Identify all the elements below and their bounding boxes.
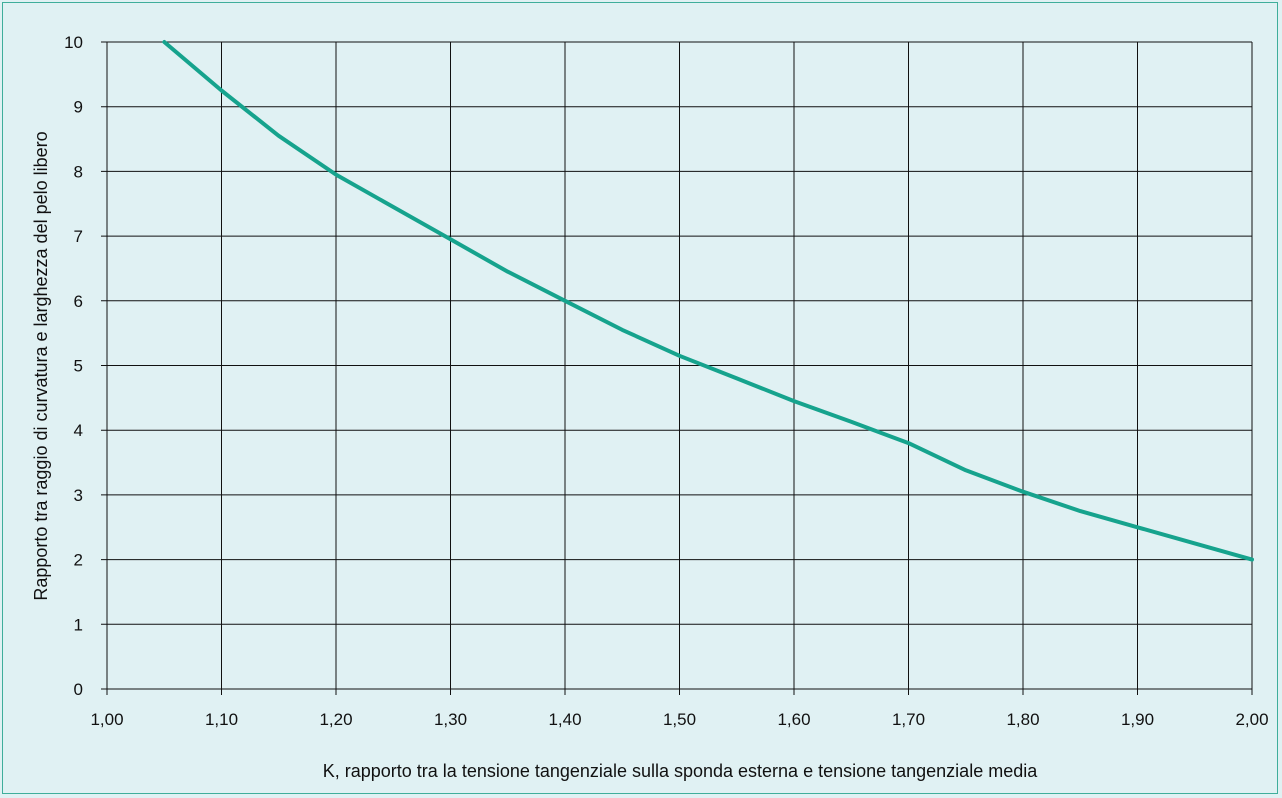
x-tick-label: 1,60	[777, 710, 810, 729]
series-line	[162, 40, 1254, 562]
x-tick-label: 1,30	[434, 710, 467, 729]
y-tick-label: 8	[74, 162, 83, 181]
y-tick-label: 2	[74, 551, 83, 570]
grid-lines	[101, 41, 1253, 695]
y-tick-label: 0	[74, 680, 83, 699]
series-layer	[162, 40, 1254, 562]
y-tick-label: 4	[74, 421, 83, 440]
x-tick-label: 1,80	[1006, 710, 1039, 729]
x-tick-label: 1,10	[205, 710, 238, 729]
y-tick-label: 6	[74, 292, 83, 311]
y-tick-label: 7	[74, 227, 83, 246]
tick-labels: 1,00 1,10 1,20 1,30 1,40 1,50 1,60 1,70 1,80 1,90…	[64, 33, 1268, 729]
x-tick-label: 1,20	[319, 710, 352, 729]
x-tick-label: 2,00	[1235, 710, 1268, 729]
x-tick-label: 1,90	[1121, 710, 1154, 729]
x-axis-title: K, rapporto tra la tensione tangenziale …	[323, 761, 1038, 781]
x-tick-label: 1,50	[663, 710, 696, 729]
x-tick-label: 1,40	[548, 710, 581, 729]
y-tick-label: 1	[74, 615, 83, 634]
y-axis-title: Rapporto tra raggio di curvatura e largh…	[31, 131, 51, 600]
x-tick-label: 1,70	[892, 710, 925, 729]
y-tick-label: 5	[74, 357, 83, 376]
y-tick-label: 10	[64, 33, 83, 52]
y-tick-label: 9	[74, 98, 83, 117]
y-tick-label: 3	[74, 486, 83, 505]
x-tick-label: 1,00	[90, 710, 123, 729]
